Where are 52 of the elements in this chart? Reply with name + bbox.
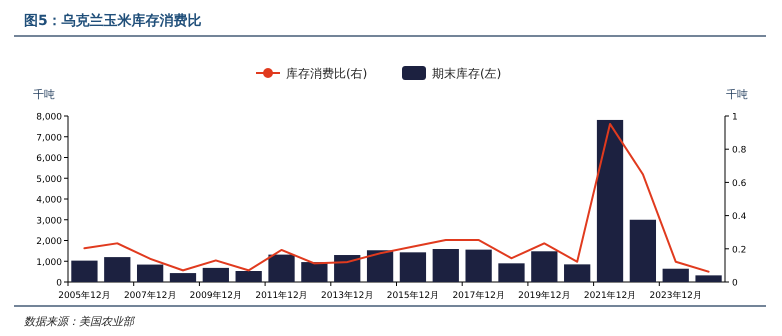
bar [498,263,525,282]
y2-tick-label: 0.4 [732,212,747,222]
bar [465,250,492,282]
x-tick-label: 2011年12月 [255,290,308,301]
x-tick-label: 2015年12月 [386,290,440,301]
y-tick-label: 3,000 [36,216,62,226]
y-tick-label: 8,000 [36,112,62,122]
y2-tick-label: 0.8 [732,146,747,156]
legend-label: 期末库存(左) [432,66,502,80]
source-note: 数据来源：美国农业部 [24,315,136,328]
x-tick-label: 2013年12月 [321,290,374,301]
y-tick-label: 2,000 [36,237,62,247]
x-tick-label: 2017年12月 [452,290,505,301]
x-tick-label: 2007年12月 [124,290,176,301]
bar [71,260,98,282]
bar [564,264,590,282]
bar [400,252,426,282]
bar [104,257,130,282]
bar [366,250,394,282]
bar [170,273,196,282]
bar [202,268,229,282]
bar [695,275,722,282]
bar [136,264,164,282]
x-tick-label: 2019年12月 [518,290,571,301]
x-tick-label: 2023年12月 [650,290,702,301]
y-tick-label: 6,000 [36,154,62,164]
y-axis-title: 千吨 [33,88,55,101]
bar [630,220,656,282]
bar [662,268,689,282]
y2-axis-title: 千吨 [726,88,748,101]
bar [596,120,624,282]
bar [531,251,558,282]
y2-tick-label: 1 [732,112,738,122]
bar [432,249,459,282]
line-series [83,122,710,273]
y-tick-label: 0 [56,278,62,288]
y-tick-label: 4,000 [36,196,62,206]
bar [334,255,360,282]
bar [236,271,262,282]
x-tick-label: 2005年12月 [58,290,111,301]
x-tick-label: 2009年12月 [190,290,242,301]
bar [268,254,295,282]
y-tick-label: 1,000 [36,258,62,268]
y2-tick-label: 0.2 [732,245,746,256]
bar [301,262,328,282]
chart-title: 图5：乌克兰玉米库存消费比 [24,12,202,29]
y-tick-label: 5,000 [36,174,62,185]
legend-label: 库存消费比(右) [286,66,368,80]
y2-tick-label: 0.6 [732,178,747,189]
y-tick-label: 7,000 [36,133,62,144]
x-tick-label: 2021年12月 [584,290,636,301]
y2-tick-label: 0 [732,278,738,288]
